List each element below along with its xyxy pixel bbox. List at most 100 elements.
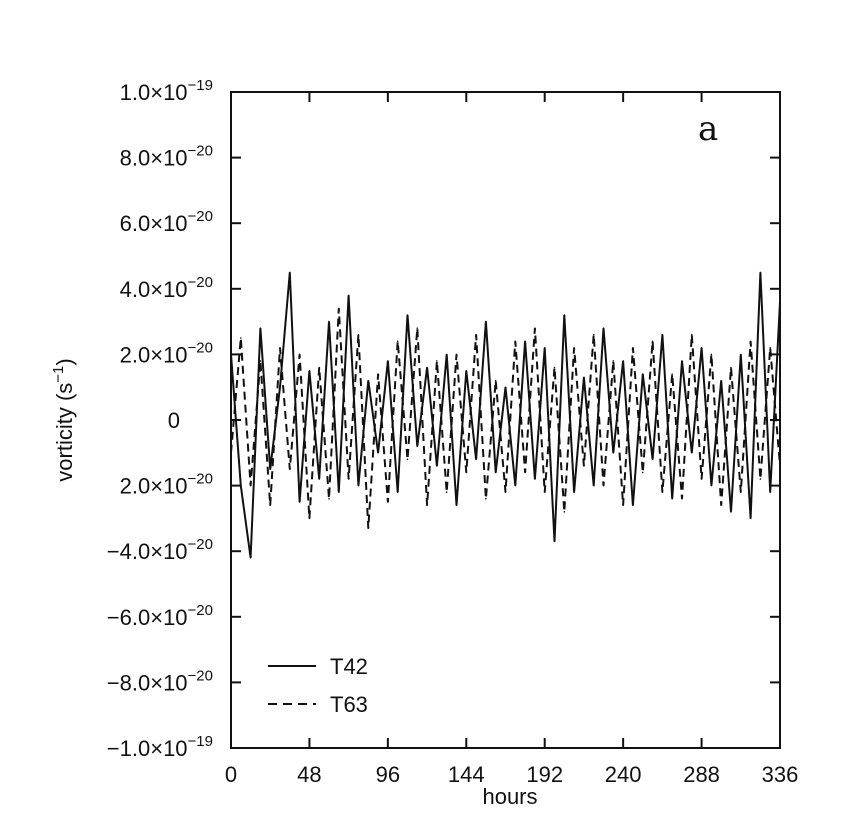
series-point-t42 (700, 347, 703, 349)
y-tick-label-mantissa: 8.0×10 (120, 146, 188, 171)
series-point-t63 (416, 327, 419, 329)
series-point-t63 (759, 478, 762, 480)
series-point-t42 (347, 294, 350, 297)
y-tick-label: −8.0×10−20 (107, 667, 213, 695)
series-point-t42 (357, 484, 360, 487)
series-point-t42 (573, 491, 575, 493)
series-point-t63 (710, 353, 713, 356)
y-tick-label-exponent: −19 (188, 733, 213, 750)
x-axis-title: hours (482, 784, 537, 809)
y-tick-label-exponent: −20 (188, 208, 213, 225)
y-tick-label-exponent: −20 (188, 339, 213, 356)
y-tick-label-exponent: −20 (188, 667, 213, 684)
series-point-t42 (367, 379, 370, 382)
series-point-t63 (602, 484, 605, 487)
x-tick-label: 288 (683, 762, 720, 787)
series-point-t63 (514, 340, 517, 343)
series-point-t63 (436, 360, 438, 362)
series-point-t63 (249, 484, 252, 487)
series-point-t63 (396, 340, 399, 343)
series-point-t63 (573, 347, 575, 349)
series-point-t63 (641, 471, 644, 474)
series-point-t63 (534, 327, 536, 329)
series-point-t42 (436, 465, 438, 467)
y-tick-label-exponent: −20 (188, 143, 213, 160)
series-point-t42 (406, 314, 409, 316)
y-tick-label-exponent: −20 (188, 536, 213, 553)
series-point-t63 (592, 333, 595, 336)
series-point-t63 (259, 360, 262, 362)
y-tick-label: 2.0×10−20 (120, 339, 213, 367)
series-layer (230, 271, 781, 559)
y-tick-label-mantissa: 6.0×10 (120, 211, 188, 236)
series-point-t42 (279, 386, 281, 389)
series-point-t42 (416, 445, 419, 448)
y-tick-label: 8.0×10−20 (120, 143, 213, 171)
series-point-t63 (426, 504, 428, 507)
series-point-t42 (426, 366, 428, 369)
y-tick-label-mantissa: −4.0×10 (107, 539, 188, 564)
series-point-t42 (328, 320, 330, 323)
series-point-t42 (514, 484, 517, 487)
series-point-t42 (602, 327, 605, 329)
y-tick-label: 0 (168, 408, 180, 433)
series-point-t63 (347, 478, 350, 480)
series-point-t42 (690, 452, 693, 454)
y-tick-label-exponent: −20 (188, 471, 213, 488)
series-point-t63 (730, 366, 732, 369)
legend-label-t63: T63 (330, 692, 368, 717)
y-tick-label-mantissa: 2.0×10 (120, 474, 188, 499)
series-point-t42 (583, 376, 585, 379)
y-tick-label: 1.0×10−19 (120, 77, 213, 105)
series-point-t42 (338, 491, 340, 493)
series-point-t63 (279, 347, 281, 349)
series-point-t42 (720, 379, 722, 382)
series-point-t42 (504, 386, 507, 389)
series-point-t42 (269, 468, 272, 471)
y-axis-title: vorticity (s−1) (50, 358, 77, 481)
series-point-t63 (269, 504, 272, 507)
series-point-t42 (759, 271, 762, 274)
y-tick-label-mantissa: 4.0×10 (120, 277, 188, 302)
x-tick-label: 144 (448, 762, 485, 787)
y-tick-label-exponent: −19 (188, 77, 213, 94)
series-point-t63 (377, 373, 379, 375)
y-axis-title-main: vorticity (s (52, 383, 77, 482)
series-point-t63 (318, 366, 321, 369)
series-point-t42 (445, 353, 448, 356)
series-point-t42 (298, 501, 301, 503)
series-point-t42 (249, 556, 252, 559)
series-point-t42 (710, 484, 713, 487)
series-point-t63 (357, 333, 360, 336)
series-point-t63 (485, 497, 487, 500)
y-tick-label: 2.0×10−20 (120, 471, 213, 499)
series-point-t63 (700, 478, 703, 480)
series-point-t63 (612, 360, 615, 362)
y-tick-label: −4.0×10−20 (107, 536, 213, 564)
series-point-t42 (749, 517, 752, 520)
series-point-t42 (318, 478, 321, 480)
series-point-t42 (396, 491, 399, 493)
series-point-t63 (308, 517, 311, 520)
series-point-t63 (445, 491, 448, 493)
series-point-t42 (681, 360, 683, 362)
y-tick-label: −1.0×10−19 (107, 733, 213, 761)
y-axis-title-unit-sup: −1 (50, 366, 67, 383)
series-point-t63 (504, 491, 507, 493)
series-point-t42 (661, 333, 664, 336)
series-point-t63 (475, 333, 477, 336)
series-point-t42 (377, 452, 379, 454)
y-tick-label-mantissa: 2.0×10 (120, 342, 188, 367)
series-point-t63 (720, 504, 722, 507)
series-point-t63 (465, 471, 468, 474)
x-tick-label: 0 (225, 762, 237, 787)
series-point-t63 (671, 373, 673, 375)
series-point-t42 (632, 504, 634, 507)
series-point-t42 (259, 327, 262, 329)
plot-frame (230, 91, 781, 749)
y-tick-label-mantissa: −8.0×10 (107, 670, 188, 695)
series-point-t63 (494, 379, 497, 382)
y-tick-label-mantissa: −6.0×10 (107, 605, 188, 630)
series-point-t42 (730, 511, 732, 513)
series-point-t42 (524, 340, 526, 343)
